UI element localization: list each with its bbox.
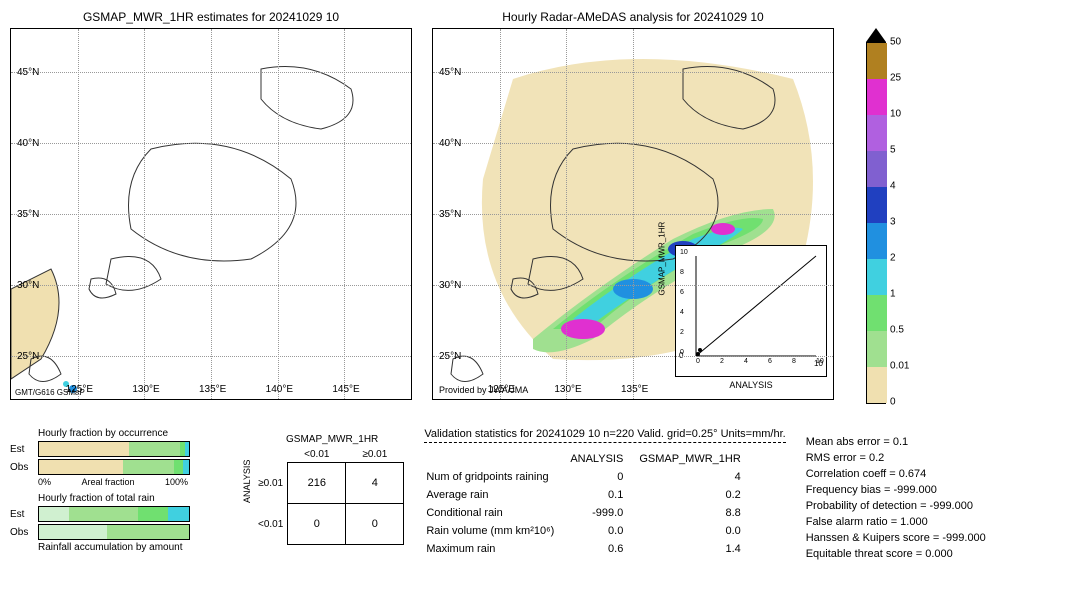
cont-row-1: <0.01 bbox=[254, 504, 288, 545]
occurrence-bars: EstObs bbox=[10, 441, 220, 475]
left-map-title: GSMAP_MWR_1HR estimates for 20241029 10 bbox=[10, 10, 412, 24]
totalrain-bars: EstObs bbox=[10, 506, 220, 540]
left-map: GMT/G616 GSMaP 45°N40°N35°N30°N25°N125°E… bbox=[10, 28, 412, 400]
top-row: GSMAP_MWR_1HR estimates for 20241029 10 … bbox=[10, 10, 1070, 418]
right-map-panel: Hourly Radar-AMeDAS analysis for 2024102… bbox=[432, 10, 834, 418]
scatter-xticks: 0246810 bbox=[696, 358, 816, 368]
occ-axis-left: 0% bbox=[38, 477, 51, 487]
validation-table: ANALYSIS GSMAP_MWR_1HR Num of gridpoints… bbox=[424, 449, 756, 559]
val-col-2: GSMAP_MWR_1HR bbox=[639, 451, 754, 467]
cont-cell-01: 4 bbox=[346, 463, 404, 504]
occurrence-title: Hourly fraction by occurrence bbox=[38, 428, 220, 439]
validation-header: Validation statistics for 20241029 10 n=… bbox=[424, 428, 785, 440]
cont-cell-10: 0 bbox=[288, 504, 346, 545]
cont-row-0: ≥0.01 bbox=[254, 463, 288, 504]
validation-block: Validation statistics for 20241029 10 n=… bbox=[424, 428, 985, 562]
right-map-title: Hourly Radar-AMeDAS analysis for 2024102… bbox=[432, 10, 834, 24]
val-col-1: ANALYSIS bbox=[570, 451, 637, 467]
scatter-yticks: 0246810 bbox=[680, 256, 694, 356]
occ-axis-mid: Areal fraction bbox=[81, 477, 134, 487]
fraction-block: Hourly fraction by occurrence EstObs 0% … bbox=[10, 428, 220, 562]
cont-cell-11: 0 bbox=[346, 504, 404, 545]
totalrain-footer: Rainfall accumulation by amount bbox=[38, 542, 220, 553]
colorbar: 502510543210.50.010 bbox=[866, 28, 886, 418]
occ-axis-right: 100% bbox=[165, 477, 188, 487]
scatter-xlabel: ANALYSIS bbox=[676, 380, 826, 390]
colorbar-body bbox=[866, 42, 886, 404]
contingency-title: GSMAP_MWR_1HR bbox=[260, 434, 404, 445]
colorbar-top-arrow bbox=[866, 28, 886, 42]
contingency-block: GSMAP_MWR_1HR ANALYSIS <0.01 ≥0.01 ≥0.01… bbox=[240, 434, 404, 562]
right-map: 0 10 ANALYSIS GSMAP_MWR_1HR 0246810 0246… bbox=[432, 28, 834, 400]
cont-col-1: ≥0.01 bbox=[346, 447, 404, 463]
left-map-panel: GSMAP_MWR_1HR estimates for 20241029 10 … bbox=[10, 10, 412, 418]
validation-right-stats: Mean abs error = 0.1RMS error = 0.2Corre… bbox=[806, 434, 986, 562]
bottom-row: Hourly fraction by occurrence EstObs 0% … bbox=[10, 428, 1070, 562]
contingency-table: <0.01 ≥0.01 ≥0.01 216 4 <0.01 0 0 bbox=[254, 447, 404, 545]
cont-cell-00: 216 bbox=[288, 463, 346, 504]
contingency-row-axis: ANALYSIS bbox=[242, 489, 252, 503]
cont-col-0: <0.01 bbox=[288, 447, 346, 463]
totalrain-title: Hourly fraction of total rain bbox=[38, 493, 220, 504]
